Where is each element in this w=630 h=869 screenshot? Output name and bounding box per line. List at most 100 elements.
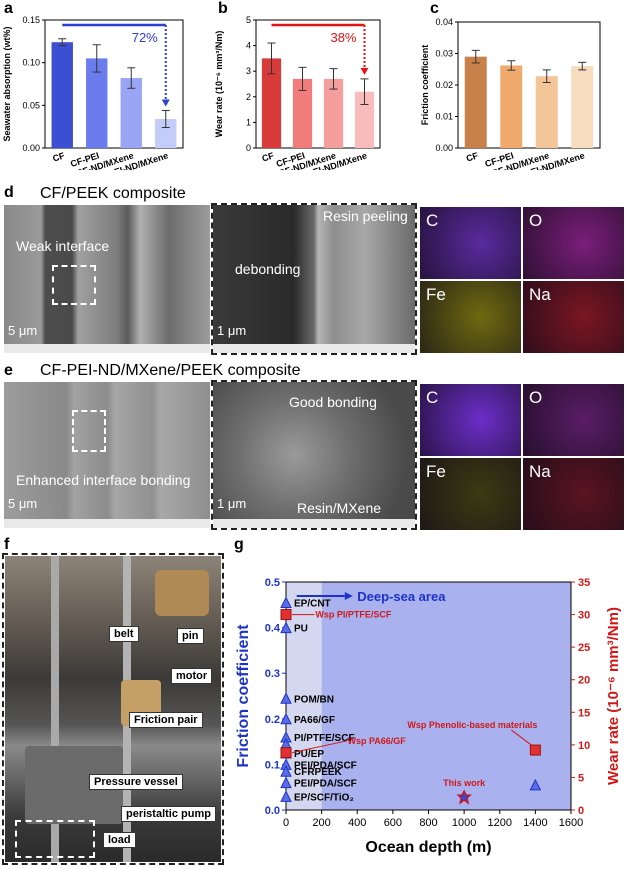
- friction-point-9: [280, 776, 292, 789]
- y-tick-label-right: 15: [578, 707, 590, 719]
- y-tick-label: 0: [246, 143, 251, 153]
- eds-element-label: C: [426, 388, 439, 407]
- y-tick-label-left: 0.5: [265, 577, 280, 589]
- y-tick-label-right: 10: [578, 740, 590, 752]
- eds-element-label: Fe: [426, 285, 446, 304]
- panel-a-letter: a: [4, 0, 13, 17]
- reduction-annotation: 72%: [132, 30, 158, 45]
- y-tick-label: 0.00: [22, 143, 40, 153]
- friction-point-label: PI/PTFE/SCF: [294, 733, 355, 744]
- sem-label-weak-interface: Weak interface: [16, 238, 110, 254]
- y-tick-label: 0.10: [22, 58, 40, 68]
- sem-image-d2: debonding Resin peeling 1 μm: [213, 205, 415, 353]
- y-tick-label: 0.04: [435, 17, 453, 27]
- photo-frame-f: [2, 553, 224, 865]
- bar-2: [323, 78, 344, 148]
- x-tick-label: 1400: [523, 817, 547, 829]
- friction-point-label: POM/BN: [294, 694, 334, 705]
- scale-bar-1um-d: 1 μm: [217, 323, 247, 338]
- photo-test-apparatus: belt pin motor Friction pair Pressure ve…: [5, 556, 221, 862]
- deep-sea-arrowhead: [344, 592, 353, 600]
- eds-element-label: Na: [529, 462, 551, 481]
- eds-map-o: O: [523, 207, 624, 279]
- label-motor: motor: [171, 668, 213, 684]
- x-tick-label: CF: [261, 150, 276, 163]
- bar-1: [86, 58, 108, 148]
- y-tick-label-right: 0: [578, 805, 584, 817]
- bar-0: [51, 42, 73, 148]
- sem-image-e1: Enhanced interface bonding 5 μm: [4, 382, 210, 528]
- y-tick-label-right: 20: [578, 675, 590, 687]
- friction-point-3: [280, 712, 292, 725]
- panel-d-letter: d: [4, 184, 14, 201]
- y-tick-label: 0.02: [435, 80, 453, 90]
- eds-element-label: C: [426, 211, 439, 230]
- sem-image-e2: Good bonding Resin/MXene 1 μm: [213, 382, 415, 528]
- y-tick-label-right: 30: [578, 610, 590, 622]
- label-peristaltic-pump: peristaltic pump: [121, 806, 216, 822]
- eds-element-label: Na: [529, 285, 551, 304]
- wear-point-1: [280, 747, 292, 759]
- y-axis-label: Friction coefficient: [420, 45, 430, 126]
- bar-3: [571, 66, 594, 148]
- panel-c-letter: c: [430, 0, 439, 17]
- eds-map-fe: Fe: [420, 281, 521, 353]
- wear-point-2: [529, 744, 541, 756]
- friction-point-label: PU: [294, 624, 308, 635]
- y-tick-label: 5: [246, 15, 251, 25]
- wear-point-label: Wsp PA66/GF: [347, 736, 406, 746]
- panel-d-title: CF/PEEK composite: [40, 185, 186, 202]
- bar-0: [464, 56, 487, 148]
- label-pin: pin: [177, 628, 204, 644]
- bar-3: [155, 118, 177, 148]
- y-axis-label-left: Friction coefficient: [235, 624, 252, 768]
- friction-point-label: PA66/GF: [294, 715, 335, 726]
- sem-zoom-frame-d: [211, 203, 417, 355]
- sem-label-good-bonding: Good bonding: [289, 394, 377, 410]
- y-tick-label-right: 25: [578, 642, 590, 654]
- y-tick-label-left: 0.3: [265, 668, 280, 680]
- eds-map-fe: Fe: [420, 458, 521, 530]
- friction-point-label: CFRPEEK: [294, 767, 343, 778]
- panel-b-letter: b: [218, 0, 228, 17]
- bar-3: [354, 91, 375, 148]
- wear-point-0: [280, 609, 292, 621]
- reduction-arrowhead: [161, 99, 170, 107]
- eds-element-label: O: [529, 388, 543, 407]
- reduction-arrowhead: [360, 67, 369, 75]
- wear-point-3: [456, 789, 472, 805]
- x-tick-label: CF: [51, 150, 66, 163]
- wear-leader: [511, 729, 532, 746]
- sem-zoom-frame-e: [211, 380, 417, 530]
- plot-frame: [44, 19, 184, 149]
- y-axis-label-right: Wear rate (10⁻⁶ mm³/Nm): [605, 607, 622, 785]
- chart-friction-coefficient: 0.00 0.01 0.02 0.03 0.04 Friction coefficient…: [420, 17, 601, 170]
- bar-1: [292, 78, 313, 148]
- friction-point-0: [280, 596, 292, 609]
- chart-seawater-absorption: 0.00 0.05 0.10 0.15 Seawater absorption (wt%…: [2, 15, 184, 170]
- bar-0: [261, 58, 282, 148]
- y-tick-label-right: 5: [578, 772, 584, 784]
- friction-point-label: PEI/PDA/SCF: [294, 760, 357, 771]
- wear-point-label: Wsp Phenolic-based materials: [407, 720, 537, 730]
- panel-e-title: CF-PEI-ND/MXene/PEEK composite: [40, 362, 301, 379]
- shallow-area: [286, 582, 322, 810]
- wear-point-label: This work: [443, 778, 486, 788]
- y-tick-label: 2: [246, 92, 251, 102]
- y-tick-label: 1: [246, 117, 251, 127]
- y-axis-label: Seawater absorption (wt%): [2, 26, 12, 141]
- y-tick-label: 3: [246, 66, 251, 76]
- friction-point-8: [280, 765, 292, 777]
- bar-2: [120, 78, 142, 148]
- x-tick-label: 0: [283, 817, 289, 829]
- x-axis-label: Ocean depth (m): [365, 839, 491, 856]
- sem-label-resin-peeling: Resin peeling: [323, 208, 408, 224]
- panel-e-letter: e: [4, 362, 13, 379]
- y-tick-label-left: 0.2: [265, 714, 280, 726]
- x-tick-label: 1600: [559, 817, 583, 829]
- scale-bar-5um-d: 5 μm: [8, 323, 38, 338]
- y-tick-label-left: 0.0: [265, 805, 280, 817]
- x-tick-label: 600: [384, 817, 402, 829]
